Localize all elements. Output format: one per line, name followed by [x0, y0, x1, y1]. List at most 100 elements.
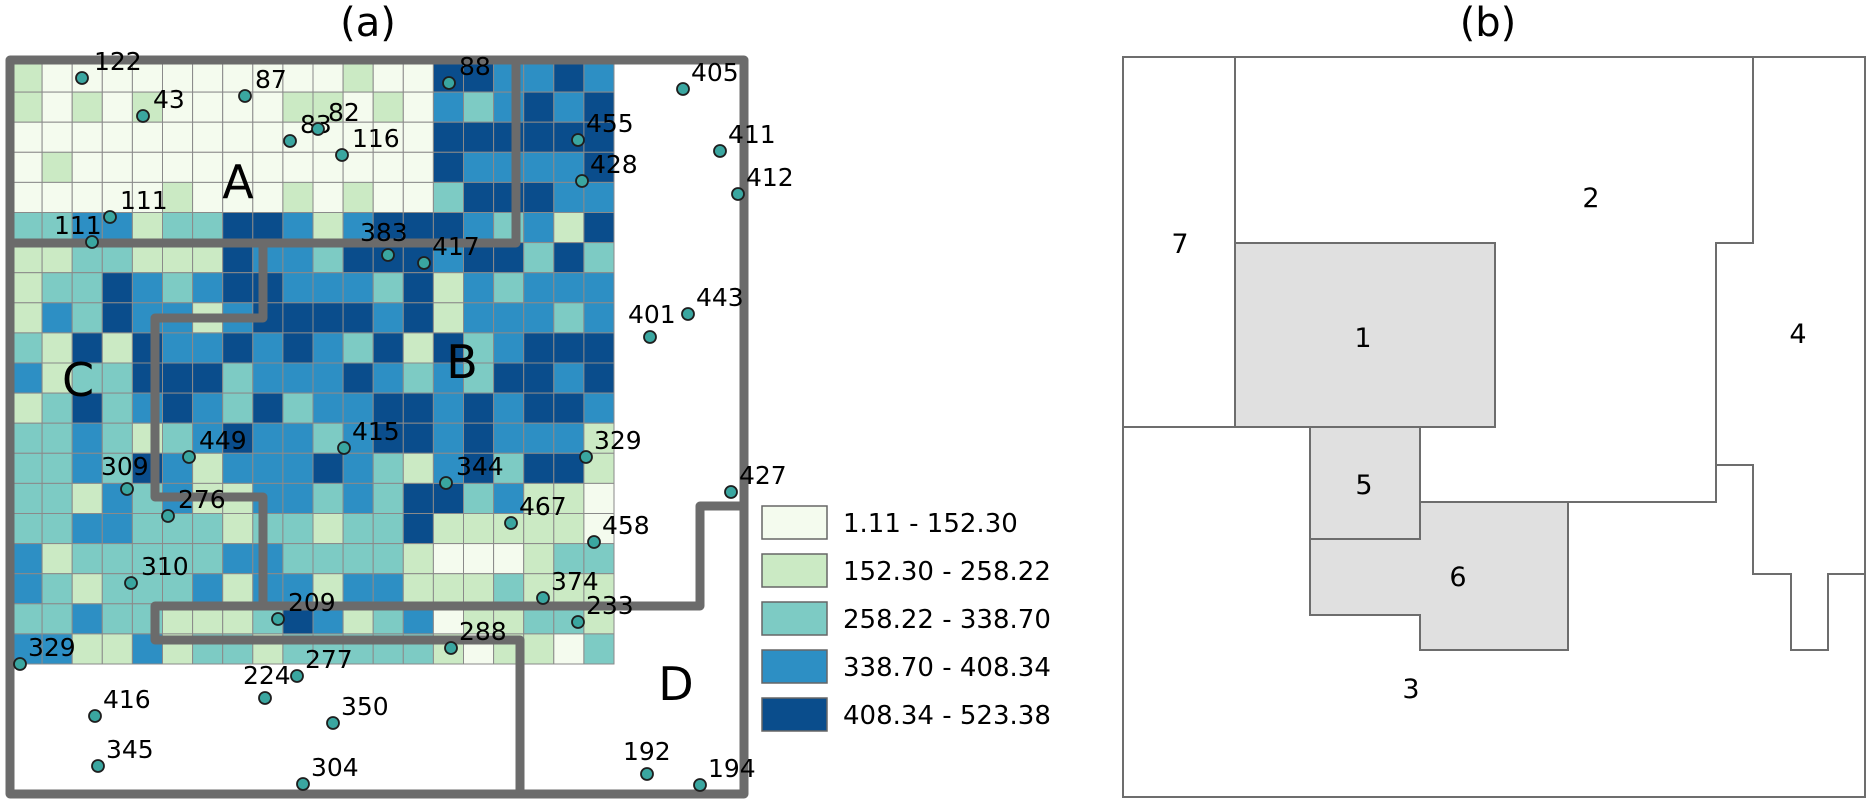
grid-cell: [282, 543, 314, 575]
sample-point-label: 192: [623, 737, 671, 766]
grid-cell: [41, 302, 73, 334]
grid-cell: [312, 332, 344, 364]
grid-cell: [71, 422, 103, 454]
grid-cell: [192, 332, 224, 364]
grid-cell: [342, 452, 374, 484]
sample-point-label: 304: [311, 753, 359, 782]
zone-labels: A B C D: [62, 155, 694, 711]
zone-borders: [5, 55, 749, 799]
grid-cell: [222, 573, 254, 605]
grid-cell: [372, 332, 404, 364]
sample-point-label: 374: [551, 567, 599, 596]
grid-cell: [282, 61, 314, 93]
grid-cell: [71, 513, 103, 545]
zone-label: A: [222, 155, 254, 209]
grid-cell: [463, 121, 495, 153]
sample-point-marker: [643, 330, 657, 344]
grid-cell: [432, 151, 464, 183]
grid-cell: [372, 573, 404, 605]
sample-point-label: 443: [696, 283, 744, 312]
grid-cell: [131, 513, 163, 545]
grid-cell: [222, 121, 254, 153]
grid-cell: [432, 121, 464, 153]
grid-cell: [463, 543, 495, 575]
grid-cell: [402, 452, 434, 484]
grid-cell: [41, 573, 73, 605]
grid-cell: [372, 61, 404, 93]
grid-cell: [402, 181, 434, 213]
region-label-3: 3: [1402, 674, 1419, 705]
sample-point-marker: [337, 441, 351, 455]
grid-cell: [553, 482, 585, 514]
sample-point-marker: [311, 122, 325, 136]
grid-cell: [312, 212, 344, 244]
region-5: [1309, 426, 1421, 540]
grid-cell: [432, 302, 464, 334]
grid-cell: [463, 573, 495, 605]
grid-cell: [342, 91, 374, 123]
grid-cell: [523, 91, 555, 123]
grid-cell: [71, 603, 103, 635]
grid-cell: [131, 242, 163, 274]
grid-cell: [162, 151, 194, 183]
grid-cell: [41, 242, 73, 274]
grid-cell: [432, 392, 464, 424]
grid-cell: [282, 392, 314, 424]
grid-cell: [463, 362, 495, 394]
grid-cell: [192, 573, 224, 605]
grid-cell: [192, 392, 224, 424]
grid-cell: [192, 452, 224, 484]
grid-cell: [463, 181, 495, 213]
grid-cell: [41, 61, 73, 93]
sample-point-label: 405: [691, 58, 739, 87]
sample-point-marker: [439, 476, 453, 490]
grid-cell: [402, 392, 434, 424]
grid-cell: [71, 272, 103, 304]
grid-cell: [11, 392, 43, 424]
grid-cell: [11, 272, 43, 304]
grid-cell: [101, 302, 133, 334]
grid-cell: [41, 91, 73, 123]
grid-cell: [282, 362, 314, 394]
sample-point-label: 122: [94, 47, 142, 76]
grid-cell: [162, 121, 194, 153]
grid-cell: [282, 151, 314, 183]
grid-cell: [282, 332, 314, 364]
grid-cell: [553, 242, 585, 274]
grid-cell: [101, 452, 133, 484]
grid-cell: [101, 151, 133, 183]
grid-cell: [41, 181, 73, 213]
region-label-5: 5: [1355, 470, 1372, 501]
grid-cell: [583, 242, 615, 274]
grid-cell: [41, 543, 73, 575]
region-label-2: 2: [1582, 183, 1599, 214]
zone-label: C: [62, 353, 94, 407]
grid-cell: [11, 543, 43, 575]
grid-cell: [252, 181, 284, 213]
sample-point-marker: [238, 89, 252, 103]
grid-cell: [342, 242, 374, 274]
sample-point-marker: [85, 235, 99, 249]
grid-cell: [402, 91, 434, 123]
grid-cell: [282, 422, 314, 454]
legend-swatch: [761, 553, 828, 588]
sample-point-label: 288: [459, 617, 507, 646]
grid-cell: [192, 212, 224, 244]
sample-point-label: 345: [106, 735, 154, 764]
legend-swatch: [761, 697, 828, 732]
grid-cell: [583, 482, 615, 514]
grid-cell: [372, 543, 404, 575]
grid-cell: [252, 212, 284, 244]
grid-cell: [342, 272, 374, 304]
grid-cell: [493, 332, 525, 364]
region-label-7: 7: [1171, 229, 1188, 260]
grid-cell: [192, 242, 224, 274]
grid-cell: [41, 272, 73, 304]
grid-cell: [282, 212, 314, 244]
grid-cell: [372, 452, 404, 484]
grid-cell: [312, 513, 344, 545]
grid-cell: [131, 573, 163, 605]
sample-point-marker: [296, 777, 310, 791]
grid-cell: [583, 151, 615, 183]
